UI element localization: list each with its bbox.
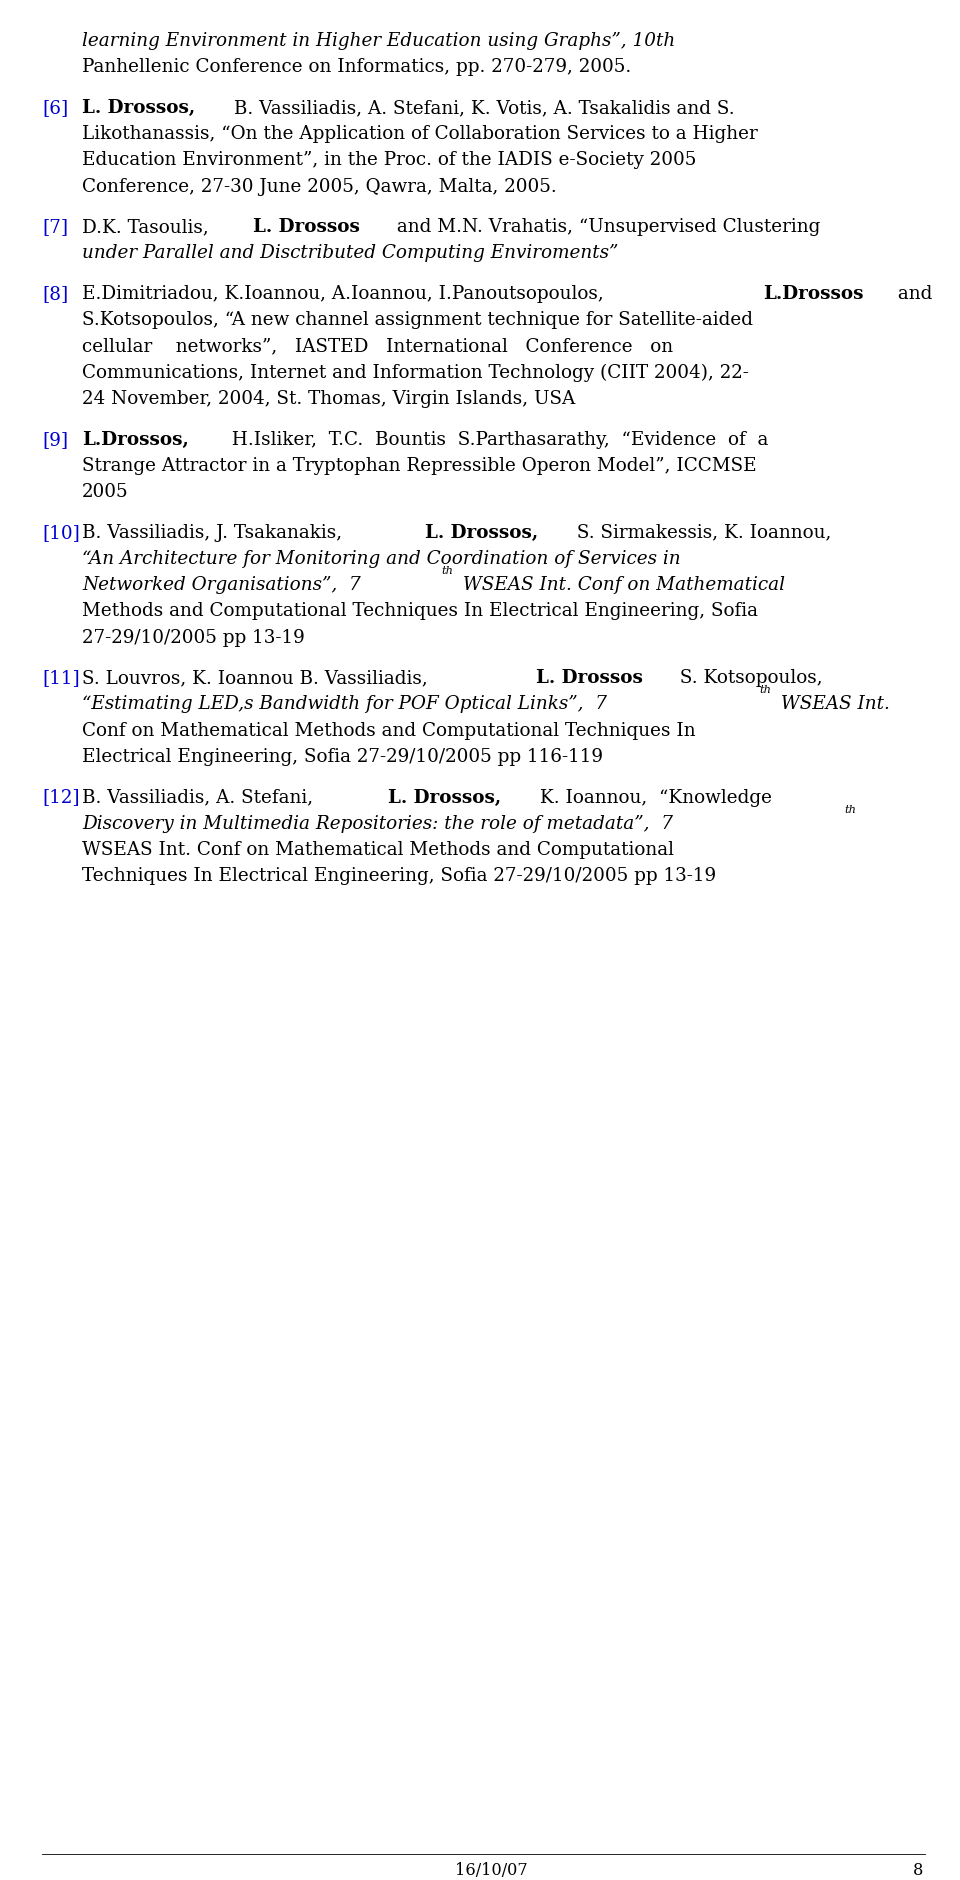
- Text: L. Drossos: L. Drossos: [253, 218, 360, 237]
- Text: E.Dimitriadou, K.Ioannou, A.Ioannou, I.Panoutsopoulos,: E.Dimitriadou, K.Ioannou, A.Ioannou, I.P…: [82, 286, 610, 303]
- Text: D.K. Tasoulis,: D.K. Tasoulis,: [82, 218, 215, 237]
- Text: [8]: [8]: [42, 286, 68, 303]
- Text: [12]: [12]: [42, 788, 80, 807]
- Text: Techniques In Electrical Engineering, Sofia 27-29/10/2005 pp 13-19: Techniques In Electrical Engineering, So…: [82, 867, 716, 885]
- Text: L. Drossos,: L. Drossos,: [82, 100, 195, 117]
- Text: S.Kotsopoulos, “A new channel assignment technique for Satellite-aided: S.Kotsopoulos, “A new channel assignment…: [82, 312, 753, 329]
- Text: 8: 8: [913, 1861, 924, 1878]
- Text: th: th: [442, 566, 454, 575]
- Text: B. Vassiliadis, A. Stefani,: B. Vassiliadis, A. Stefani,: [82, 788, 319, 807]
- Text: B. Vassiliadis, A. Stefani, K. Votis, A. Tsakalidis and S.: B. Vassiliadis, A. Stefani, K. Votis, A.…: [228, 100, 734, 117]
- Text: 27-29/10/2005 pp 13-19: 27-29/10/2005 pp 13-19: [82, 628, 304, 647]
- Text: Conf on Mathematical Methods and Computational Techniques In: Conf on Mathematical Methods and Computa…: [82, 722, 696, 739]
- Text: Discovery in Multimedia Repositories: the role of metadata”,  7: Discovery in Multimedia Repositories: th…: [82, 814, 673, 833]
- Text: 2005: 2005: [82, 483, 129, 500]
- Text: under Parallel and Disctributed Computing Enviroments”: under Parallel and Disctributed Computin…: [82, 244, 618, 263]
- Text: “An Architecture for Monitoring and Coordination of Services in: “An Architecture for Monitoring and Coor…: [82, 551, 681, 568]
- Text: 24 November, 2004, St. Thomas, Virgin Islands, USA: 24 November, 2004, St. Thomas, Virgin Is…: [82, 389, 575, 408]
- Text: WSEAS Int.: WSEAS Int.: [775, 696, 890, 713]
- Text: L.Drossos: L.Drossos: [763, 286, 863, 303]
- Text: Methods and Computational Techniques In Electrical Engineering, Sofia: Methods and Computational Techniques In …: [82, 602, 758, 620]
- Text: th: th: [759, 686, 772, 696]
- Text: S. Louvros, K. Ioannou B. Vassiliadis,: S. Louvros, K. Ioannou B. Vassiliadis,: [82, 669, 434, 688]
- Text: WSEAS Int. Conf on Mathematical Methods and Computational: WSEAS Int. Conf on Mathematical Methods …: [82, 840, 674, 859]
- Text: H.Isliker,  T.C.  Bountis  S.Parthasarathy,  “Evidence  of  a: H.Isliker, T.C. Bountis S.Parthasarathy,…: [220, 431, 768, 449]
- Text: th: th: [845, 805, 856, 814]
- Text: cellular    networks”,   IASTED   International   Conference   on: cellular networks”, IASTED International…: [82, 338, 673, 355]
- Text: “Estimating LED,s Bandwidth for POF Optical Links”,  7: “Estimating LED,s Bandwidth for POF Opti…: [82, 696, 607, 713]
- Text: Communications, Internet and Information Technology (CIIT 2004), 22-: Communications, Internet and Information…: [82, 363, 749, 382]
- Text: L.Drossos,: L.Drossos,: [82, 431, 189, 449]
- Text: Electrical Engineering, Sofia 27-29/10/2005 pp 116-119: Electrical Engineering, Sofia 27-29/10/2…: [82, 748, 603, 765]
- Text: [10]: [10]: [42, 525, 80, 541]
- Text: S. Sirmakessis, K. Ioannou,: S. Sirmakessis, K. Ioannou,: [571, 525, 831, 541]
- Text: L. Drossos,: L. Drossos,: [388, 788, 501, 807]
- Text: L. Drossos,: L. Drossos,: [425, 525, 539, 541]
- Text: B. Vassiliadis, J. Tsakanakis,: B. Vassiliadis, J. Tsakanakis,: [82, 525, 348, 541]
- Text: Likothanassis, “On the Application of Collaboration Services to a Higher: Likothanassis, “On the Application of Co…: [82, 126, 757, 143]
- Text: [11]: [11]: [42, 669, 80, 688]
- Text: learning Environment in Higher Education using Graphs”, 10th: learning Environment in Higher Education…: [82, 32, 675, 51]
- Text: Strange Attractor in a Tryptophan Repressible Operon Model”, ICCMSE: Strange Attractor in a Tryptophan Repres…: [82, 457, 756, 476]
- Text: WSEAS Int. Conf on Mathematical: WSEAS Int. Conf on Mathematical: [457, 575, 785, 594]
- Text: [9]: [9]: [42, 431, 68, 449]
- Text: L. Drossos: L. Drossos: [536, 669, 642, 688]
- Text: Panhellenic Conference on Informatics, pp. 270-279, 2005.: Panhellenic Conference on Informatics, p…: [82, 58, 632, 77]
- Text: [6]: [6]: [42, 100, 68, 117]
- Text: 16/10/07: 16/10/07: [455, 1861, 528, 1878]
- Text: Conference, 27-30 June 2005, Qawra, Malta, 2005.: Conference, 27-30 June 2005, Qawra, Malt…: [82, 177, 557, 196]
- Text: Networked Organisations”,  7: Networked Organisations”, 7: [82, 575, 361, 594]
- Text: S. Kotsopoulos,: S. Kotsopoulos,: [674, 669, 822, 688]
- Text: [7]: [7]: [42, 218, 68, 237]
- Text: Education Environment”, in the Proc. of the IADIS e-Society 2005: Education Environment”, in the Proc. of …: [82, 150, 696, 169]
- Text: and M.N. Vrahatis, “Unsupervised Clustering: and M.N. Vrahatis, “Unsupervised Cluster…: [391, 218, 821, 237]
- Text: K. Ioannou,  “Knowledge: K. Ioannou, “Knowledge: [534, 788, 772, 807]
- Text: and: and: [893, 286, 933, 303]
